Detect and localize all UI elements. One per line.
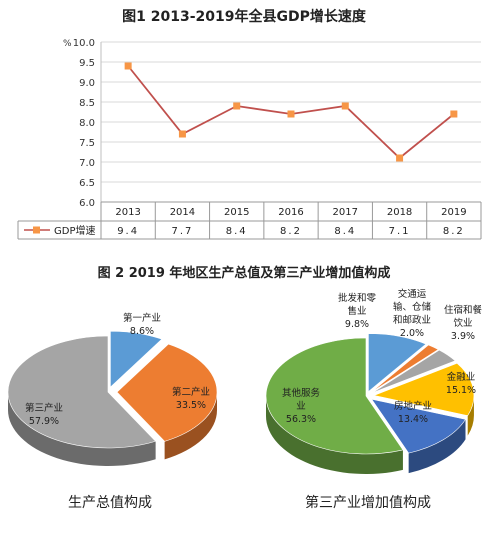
- real-estate-label: 房地产业: [394, 400, 432, 412]
- x-category-label: 2016: [278, 207, 303, 218]
- data-table-value: 8.4: [226, 226, 248, 237]
- data-point-marker: [396, 154, 404, 162]
- primary-industry-label: 第一产业: [123, 312, 161, 324]
- transport-label: 2.0%: [400, 328, 424, 339]
- gdp-composition-slice-side: [164, 392, 217, 460]
- other-services-label: 56.3%: [286, 414, 316, 425]
- data-point-marker: [124, 62, 132, 70]
- tertiary-composition-slice: [368, 333, 427, 393]
- y-unit-label: %: [63, 39, 72, 49]
- right-pie-caption: 第三产业增加值构成: [305, 495, 431, 511]
- real-estate-label: 13.4%: [398, 414, 428, 425]
- x-category-label: 2017: [333, 207, 358, 218]
- y-tick-label: 7.0: [79, 158, 95, 169]
- data-table-value: 7.1: [389, 226, 411, 237]
- tertiary-composition-slice: [372, 362, 475, 416]
- other-services-label: 业: [296, 401, 306, 412]
- data-table-value: 8.4: [334, 226, 356, 237]
- data-point-marker: [287, 110, 295, 118]
- x-category-label: 2018: [387, 207, 412, 218]
- tertiary-composition-slice: [371, 398, 466, 454]
- tertiary-composition-slice: [265, 337, 404, 455]
- accommodation-label: 住宿和餐: [444, 304, 483, 316]
- secondary-industry-label: 33.5%: [176, 400, 206, 411]
- x-category-label: 2019: [441, 207, 466, 218]
- data-table-value: 8.2: [280, 226, 302, 237]
- y-tick-label: 9.5: [79, 58, 95, 69]
- data-point-marker: [341, 102, 349, 110]
- gdp-composition-slice: [7, 335, 157, 449]
- figure1-title: 图1 2013-2019年全县GDP增长速度: [122, 9, 366, 25]
- y-tick-label: 10.0: [73, 38, 95, 49]
- transport-label: 交通运: [398, 288, 427, 300]
- finance-label: 15.1%: [446, 385, 476, 396]
- accommodation-label: 3.9%: [451, 331, 475, 342]
- gdp-composition-slice-side: [8, 392, 156, 466]
- y-tick-label: 8.0: [79, 118, 95, 129]
- transport-label: 和邮政业: [393, 314, 431, 326]
- x-category-label: 2014: [170, 207, 195, 218]
- transport-label: 输、仓储: [393, 301, 432, 313]
- wholesale-retail-label: 售业: [347, 305, 366, 317]
- data-point-marker: [233, 102, 241, 110]
- data-table-value: 9.4: [117, 226, 139, 237]
- tertiary-composition-slice-side: [408, 419, 466, 474]
- gdp-composition-slice: [110, 330, 163, 388]
- figure2-title: 图 2 2019 年地区生产总值及第三产业增加值构成: [97, 266, 391, 281]
- left-pie-caption: 生产总值构成: [68, 495, 152, 511]
- tertiary-composition-slice: [370, 344, 439, 393]
- data-point-marker: [178, 130, 186, 138]
- tertiary-industry-label: 第三产业: [25, 402, 63, 414]
- y-tick-label: 8.5: [79, 98, 95, 109]
- tertiary-composition-slice-side: [467, 395, 474, 436]
- gdp-composition-slice: [116, 343, 218, 442]
- y-tick-label: 9.0: [79, 78, 95, 89]
- y-tick-label: 6.5: [79, 178, 95, 189]
- finance-label: 金融业: [447, 371, 476, 383]
- tertiary-composition-slice-side: [266, 396, 403, 475]
- primary-industry-label: 8.6%: [130, 326, 154, 337]
- data-table-value: 7.7: [171, 226, 193, 237]
- tertiary-composition-slice: [371, 349, 456, 394]
- wholesale-retail-label: 批发和零: [338, 292, 377, 304]
- y-tick-label: 7.5: [79, 138, 95, 149]
- data-table-value: 8.2: [443, 226, 465, 237]
- x-category-label: 2015: [224, 207, 249, 218]
- other-services-label: 其他服务: [282, 387, 321, 399]
- data-point-marker: [450, 110, 458, 118]
- y-tick-label: 6.0: [79, 198, 95, 209]
- wholesale-retail-label: 9.8%: [345, 319, 369, 330]
- accommodation-label: 饮业: [453, 317, 472, 329]
- legend-marker-swatch: [33, 226, 40, 234]
- tertiary-industry-label: 57.9%: [29, 416, 59, 427]
- secondary-industry-label: 第二产业: [172, 386, 210, 398]
- x-category-label: 2013: [115, 207, 140, 218]
- legend-series-name: GDP增速: [54, 224, 95, 237]
